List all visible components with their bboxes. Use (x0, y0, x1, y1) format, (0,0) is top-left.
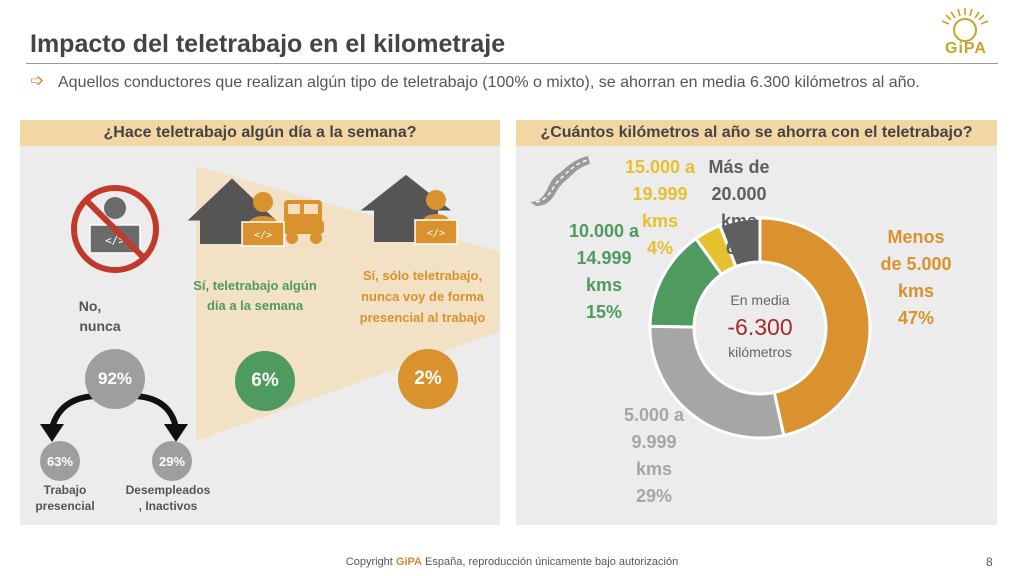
slice-label-over-20000: Más de 20.000 kms 6% (694, 154, 784, 262)
slice-label-line: de 5.000 (880, 254, 952, 274)
slice-label-line: kms (585, 275, 623, 295)
key-finding-text: Aquellos conductores que realizan algún … (58, 74, 920, 91)
road-icon (530, 156, 590, 206)
logo-text: GiPA (945, 40, 987, 57)
km-savings-heading: ¿Cuántos kilómetros al año se ahorra con… (516, 120, 997, 146)
full-percentage-circle: 2% (398, 349, 458, 409)
presencial-label-line2: presencial (35, 499, 95, 513)
slice-label-line: 47% (897, 308, 935, 328)
full-label-line2: nunca voy de forma (361, 289, 484, 304)
slice-label-line: 6% (725, 238, 752, 258)
full-label-line3: presencial al trabajo (359, 310, 486, 325)
telework-frequency-heading: ¿Hace teletrabajo algún día a la semana? (20, 120, 500, 146)
slice-label-line: 20.000 (711, 184, 767, 204)
unemployed-percentage-circle: 29% (152, 441, 192, 481)
slice-label-15000-19999: 15.000 a 19.999 kms 4% (612, 154, 708, 262)
km-savings-donut-chart (648, 216, 872, 440)
gipa-logo (934, 6, 996, 64)
slice-label-under-5000: Menos de 5.000 kms 47% (868, 224, 964, 332)
donut-slice-2 (648, 324, 786, 440)
slice-label-line: 4% (646, 238, 673, 258)
unemployed-label-line2: , Inactivos (138, 499, 198, 513)
slice-label-line: 5.000 a (623, 405, 685, 425)
slice-label-line: kms (641, 211, 679, 231)
km-savings-panel (516, 120, 997, 525)
footer-brand: GiPA (395, 556, 422, 568)
page-number: 8 (986, 555, 993, 569)
mixed-label-line2: día a la semana (206, 298, 304, 313)
mixed-percentage-circle: 6% (235, 351, 295, 411)
donut-slice-5 (717, 216, 762, 269)
slice-label-line: kms (897, 281, 935, 301)
footer-copyright: Copyright GiPA España, reproducción únic… (0, 556, 1024, 568)
donut-center-value: -6.300 (727, 314, 793, 340)
donut-center-bottom: kilómetros (728, 344, 792, 360)
slice-label-line: 29% (635, 486, 673, 506)
no-label-line1: No, (78, 298, 102, 314)
house-car-person-icon: </> (187, 178, 324, 247)
title-divider (26, 63, 998, 64)
footer-prefix: Copyright (345, 556, 396, 568)
slice-label-10000-14999: 10.000 a 14.999 kms 15% (556, 218, 652, 326)
svg-text:</>: </> (254, 230, 272, 241)
donut-center-top: En media (730, 292, 790, 308)
slice-label-line: 15% (585, 302, 623, 322)
slice-label-line: 10.000 a (568, 221, 640, 241)
no-percentage-circle: 92% (85, 349, 145, 409)
slice-label-line: 19.999 (632, 184, 688, 204)
footer-suffix: España, reproducción únicamente bajo aut… (422, 556, 679, 568)
slice-label-line: Menos (887, 227, 945, 247)
slice-label-line: 14.999 (576, 248, 632, 268)
svg-text:</>: </> (427, 228, 445, 239)
sun-logo-icon (941, 8, 989, 42)
page-title: Impacto del teletrabajo en el kilometraj… (30, 30, 506, 58)
no-telework-icon: </> (71, 185, 159, 273)
slice-label-line: 15.000 a (624, 157, 696, 177)
arrow-to-unemployed (134, 393, 179, 429)
arrow-to-presencial (49, 393, 96, 429)
slice-label-line: kms (635, 459, 673, 479)
no-label-line2: nunca (79, 318, 121, 334)
slice-label-5000-9999: 5.000 a 9.999 kms 29% (604, 402, 704, 510)
slice-label-line: 9.999 (631, 432, 677, 452)
slice-label-line: kms (720, 211, 758, 231)
presencial-percentage-circle: 63% (40, 441, 80, 481)
mixed-label-line1: Sí, teletrabajo algún (193, 278, 317, 293)
donut-slice-1 (758, 216, 872, 438)
house-person-icon: </> (360, 174, 458, 245)
presencial-label-line1: Trabajo (43, 483, 87, 497)
unemployed-label-line1: Desempleados (125, 483, 211, 497)
arrow-right-icon: ➩ (30, 71, 45, 90)
full-label-line1: Sí, sólo teletrabajo, (362, 268, 483, 283)
slice-label-line: Más de (708, 157, 770, 177)
